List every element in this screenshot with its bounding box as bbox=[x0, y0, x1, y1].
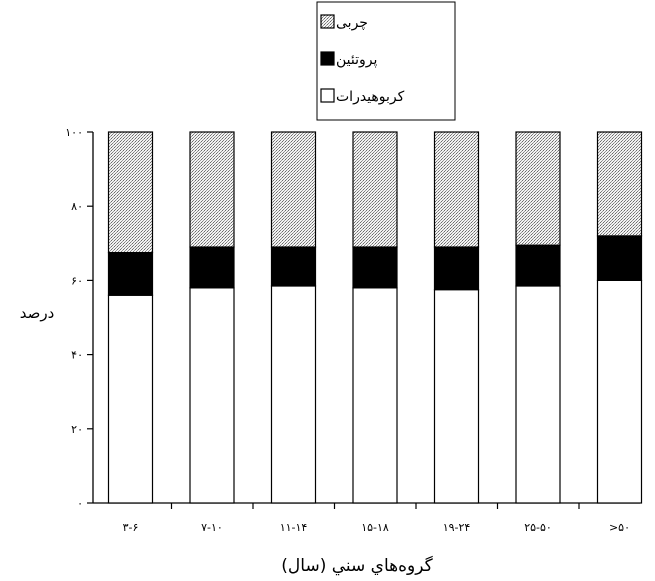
bar-segment bbox=[515, 244, 561, 287]
y-tick-label: ۶۰ bbox=[71, 274, 83, 287]
legend-label: کربوهیدرات bbox=[336, 89, 405, 105]
y-axis-label: درصد bbox=[20, 304, 55, 322]
legend-label: چربی bbox=[336, 15, 368, 31]
x-axis-label: گروه‌هاي سني (سال) bbox=[281, 555, 433, 576]
legend-swatch bbox=[320, 14, 335, 29]
bars bbox=[107, 131, 643, 504]
bar-segment bbox=[433, 131, 480, 248]
legend-label: پروتئین bbox=[336, 52, 377, 68]
y-tick-label: ۸۰ bbox=[71, 200, 83, 213]
bar-segment bbox=[352, 246, 398, 289]
bar-segment bbox=[433, 289, 480, 504]
x-tick-label: ۲۵-۵۰ bbox=[524, 521, 552, 534]
bar-segment bbox=[189, 287, 235, 504]
x-tick-label: ۷-۱۰ bbox=[201, 521, 223, 534]
bar-segment bbox=[515, 285, 561, 504]
bar-segment bbox=[189, 246, 235, 289]
bar-segment bbox=[270, 246, 317, 287]
bar-segment bbox=[352, 131, 398, 248]
bar-segment bbox=[107, 251, 154, 296]
bar-segment bbox=[433, 246, 480, 291]
bar-segment bbox=[596, 131, 643, 237]
legend-box bbox=[316, 1, 456, 121]
y-tick-label: ۴۰ bbox=[71, 349, 83, 362]
x-tick-label: ۱۹-۲۴ bbox=[443, 521, 471, 534]
bar-segment bbox=[107, 131, 154, 254]
y-ticks: ۰ ۲۰ ۴۰ ۶۰ ۸۰ ۱۰۰ bbox=[65, 126, 93, 510]
x-ticks: ۳-۶ ۷-۱۰ ۱۱-۱۴ ۱۵-۱۸ ۱۹-۲۴ ۲۵-۵۰ >۵۰ bbox=[123, 503, 630, 534]
bar-segment bbox=[352, 287, 398, 504]
bar-segment bbox=[270, 285, 317, 504]
bar-segment bbox=[596, 235, 643, 282]
bar-segment bbox=[270, 131, 317, 248]
x-tick-label: ۱۱-۱۴ bbox=[280, 521, 308, 534]
bar-segment bbox=[189, 131, 235, 248]
x-tick-label: ۱۵-۱۸ bbox=[361, 521, 389, 534]
bar-segment bbox=[515, 131, 561, 246]
legend-swatch bbox=[320, 51, 335, 66]
legend-swatch bbox=[320, 88, 335, 103]
bar-segment bbox=[596, 279, 643, 504]
y-tick-label: ۱۰۰ bbox=[65, 126, 83, 139]
x-tick-label: >۵۰ bbox=[609, 521, 630, 534]
y-tick-label: ۰ bbox=[77, 497, 83, 510]
bar-segment bbox=[107, 294, 154, 504]
y-tick-label: ۲۰ bbox=[71, 423, 83, 436]
legend: چربی پروتئین کربوهیدرات bbox=[316, 1, 456, 121]
x-tick-label: ۳-۶ bbox=[123, 521, 139, 534]
